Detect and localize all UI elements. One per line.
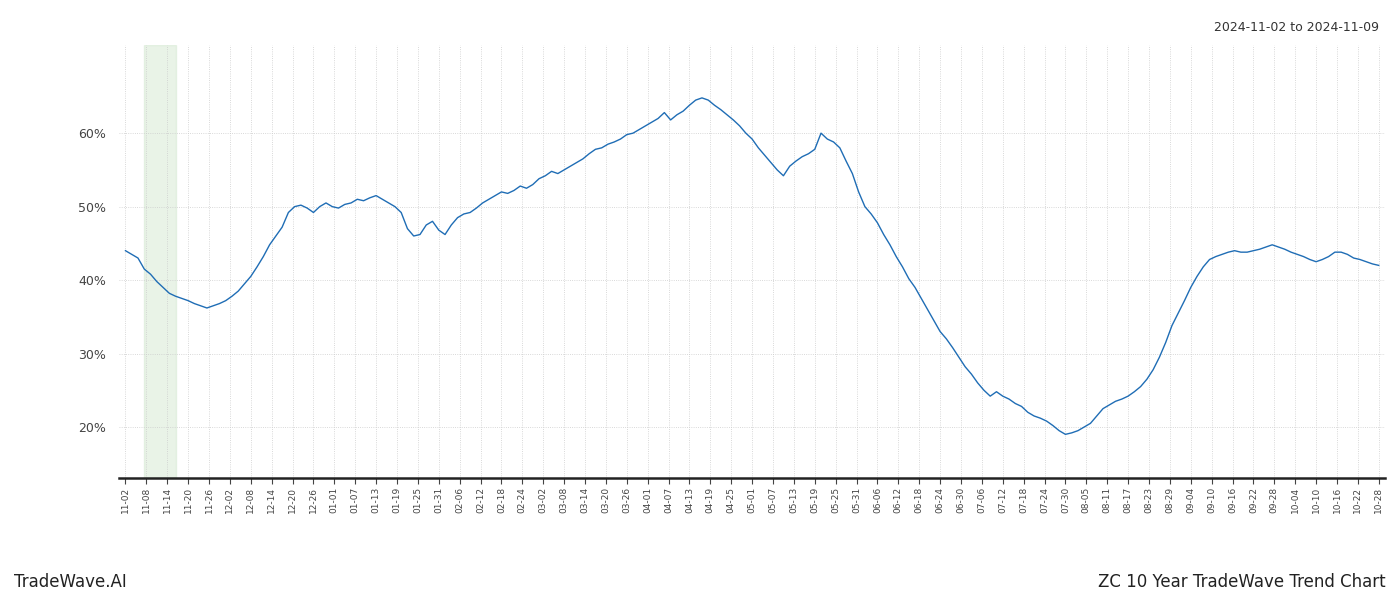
Text: TradeWave.AI: TradeWave.AI bbox=[14, 573, 127, 591]
Text: 2024-11-02 to 2024-11-09: 2024-11-02 to 2024-11-09 bbox=[1214, 21, 1379, 34]
Bar bbox=[144, 45, 175, 478]
Text: ZC 10 Year TradeWave Trend Chart: ZC 10 Year TradeWave Trend Chart bbox=[1099, 573, 1386, 591]
